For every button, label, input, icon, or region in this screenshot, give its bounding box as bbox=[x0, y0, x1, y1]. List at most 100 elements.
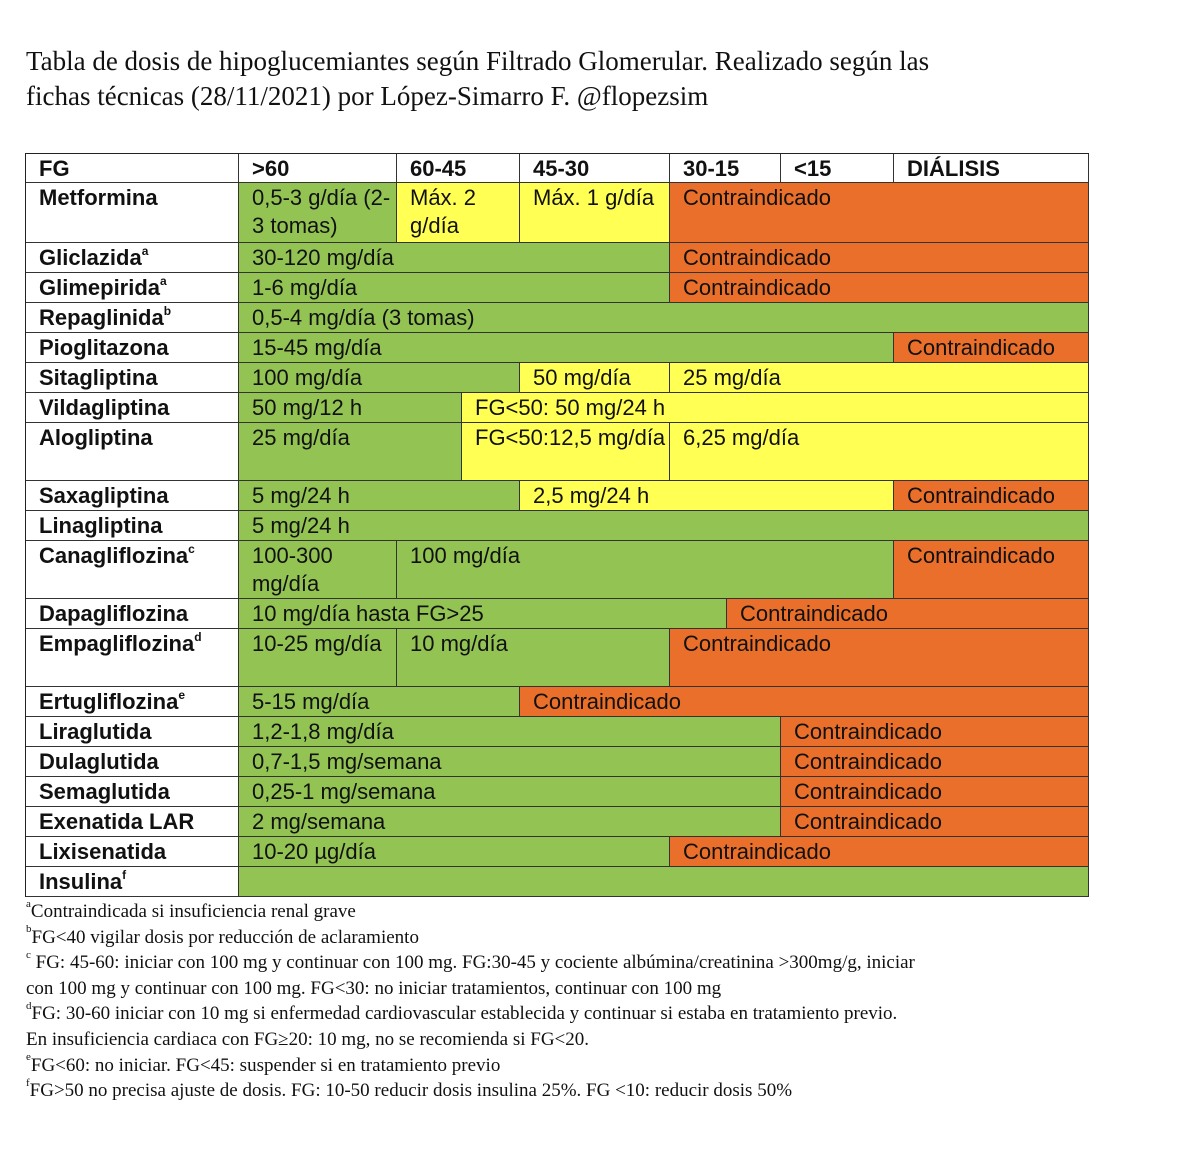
drug-name: Exenatida LAR bbox=[26, 807, 239, 837]
dose-cell: 6,25 mg/día bbox=[670, 423, 1089, 481]
dose-cell: Contraindicado bbox=[894, 541, 1089, 599]
drug-name-text: Vildagliptina bbox=[39, 395, 170, 420]
drug-name-text: Semaglutida bbox=[39, 779, 170, 804]
drug-name-text: Sitagliptina bbox=[39, 365, 158, 390]
footnote-marker: a bbox=[160, 273, 167, 288]
footnotes: aContraindicada si insuficiencia renal g… bbox=[26, 897, 1176, 1104]
dose-cell: Contraindicado bbox=[670, 837, 1089, 867]
footnote-line: En insuficiencia cardiaca con FG≥20: 10 … bbox=[26, 1027, 1176, 1053]
dose-cell: Contraindicado bbox=[520, 687, 1089, 717]
dose-cell: Contraindicado bbox=[670, 629, 1089, 687]
dose-cell: 2,5 mg/24 h bbox=[520, 481, 894, 511]
footnote-marker: b bbox=[26, 923, 32, 936]
footnote-line: bFG<40 vigilar dosis por reducción de ac… bbox=[26, 923, 1176, 951]
drug-name: Metformina bbox=[26, 183, 239, 243]
column-header: DIÁLISIS bbox=[894, 154, 1089, 183]
footnote-text: FG: 30-60 iniciar con 10 mg si enfermeda… bbox=[31, 1003, 898, 1025]
column-header: 60-45 bbox=[397, 154, 520, 183]
dose-cell: 0,5-3 g/día (2-3 tomas) bbox=[239, 183, 397, 243]
dose-cell: 25 mg/día bbox=[670, 363, 1089, 393]
footnote-text: FG<60: no iniciar. FG<45: suspender si e… bbox=[30, 1054, 501, 1076]
drug-name-text: Saxagliptina bbox=[39, 483, 169, 508]
dose-cell: 100 mg/día bbox=[397, 541, 894, 599]
drug-name: Empagliflozinad bbox=[26, 629, 239, 687]
drug-name: Dapagliflozina bbox=[26, 599, 239, 629]
drug-name-text: Glimepirida bbox=[39, 275, 161, 300]
dose-cell: 1,2-1,8 mg/día bbox=[239, 717, 781, 747]
dose-cell bbox=[239, 867, 1089, 897]
drug-name: Linagliptina bbox=[26, 511, 239, 541]
drug-name: Repaglinidab bbox=[26, 303, 239, 333]
drug-name: Liraglutida bbox=[26, 717, 239, 747]
dose-cell: Contraindicado bbox=[894, 481, 1089, 511]
dose-cell: 0,25-1 mg/semana bbox=[239, 777, 781, 807]
drug-name: Canagliflozinac bbox=[26, 541, 239, 599]
footnote-text: En insuficiencia cardiaca con FG≥20: 10 … bbox=[26, 1028, 590, 1050]
footnote-line: fFG>50 no precisa ajuste de dosis. FG: 1… bbox=[26, 1076, 1176, 1104]
dose-cell: Contraindicado bbox=[894, 333, 1089, 363]
title-line-1: Tabla de dosis de hipoglucemiantes según… bbox=[26, 46, 930, 76]
drug-name: Gliclazidaa bbox=[26, 243, 239, 273]
dose-cell: FG<50:12,5 mg/día bbox=[462, 423, 670, 481]
footnote-line: aContraindicada si insuficiencia renal g… bbox=[26, 897, 1176, 925]
column-header: FG bbox=[26, 154, 239, 183]
dose-cell: Contraindicado bbox=[670, 243, 1089, 273]
drug-name-text: Alogliptina bbox=[39, 425, 153, 450]
dose-cell: 2 mg/semana bbox=[239, 807, 781, 837]
dose-cell: 15-45 mg/día bbox=[239, 333, 894, 363]
drug-name-text: Empagliflozina bbox=[39, 631, 195, 656]
footnote-marker: a bbox=[26, 897, 31, 910]
drug-name: Alogliptina bbox=[26, 423, 239, 481]
dose-cell: Contraindicado bbox=[670, 183, 1089, 243]
dose-cell: 10-20 µg/día bbox=[239, 837, 670, 867]
drug-name: Sitagliptina bbox=[26, 363, 239, 393]
drug-name: Ertugliflozinae bbox=[26, 687, 239, 717]
drug-name-text: Pioglitazona bbox=[39, 335, 169, 360]
footnote-marker: f bbox=[122, 867, 127, 882]
dose-cell: Máx. 2 g/día bbox=[397, 183, 520, 243]
footnote-text: FG: 45-60: iniciar con 100 mg y continua… bbox=[30, 952, 915, 974]
drug-name-text: Exenatida LAR bbox=[39, 809, 195, 834]
footnote-marker: d bbox=[26, 1000, 32, 1013]
drug-name-text: Ertugliflozina bbox=[39, 689, 179, 714]
drug-name: Lixisenatida bbox=[26, 837, 239, 867]
drug-name-text: Insulina bbox=[39, 869, 123, 894]
dose-cell: 100 mg/día bbox=[239, 363, 520, 393]
footnote-text: Contraindicada si insuficiencia renal gr… bbox=[30, 901, 356, 922]
footnote-line: c FG: 45-60: iniciar con 100 mg y contin… bbox=[26, 948, 1176, 976]
footnote-marker: d bbox=[194, 629, 202, 644]
dose-cell: 50 mg/12 h bbox=[239, 393, 462, 423]
dose-cell: 10 mg/día hasta FG>25 bbox=[239, 599, 727, 629]
dose-cell: Contraindicado bbox=[727, 599, 1089, 629]
dose-cell: 30-120 mg/día bbox=[239, 243, 670, 273]
footnote-line: dFG: 30-60 iniciar con 10 mg si enfermed… bbox=[26, 1001, 1176, 1027]
footnote-marker: f bbox=[26, 1076, 30, 1089]
footnote-marker: a bbox=[141, 243, 149, 258]
footnote-marker: c bbox=[26, 948, 31, 961]
footnote-line: con 100 mg y continuar con 100 mg. FG<30… bbox=[26, 976, 1176, 1002]
dose-cell: Contraindicado bbox=[781, 807, 1089, 837]
footnote-marker: e bbox=[26, 1051, 31, 1064]
drug-name: Semaglutida bbox=[26, 777, 239, 807]
drug-name-text: Liraglutida bbox=[39, 719, 152, 744]
dose-cell: 0,5-4 mg/día (3 tomas) bbox=[239, 303, 1089, 333]
footnote-text: FG>50 no precisa ajuste de dosis. FG: 10… bbox=[29, 1080, 793, 1102]
dose-cell: Contraindicado bbox=[781, 747, 1089, 777]
dose-cell: 5 mg/24 h bbox=[239, 481, 520, 511]
title-line-2: fichas técnicas (28/11/2021) por López-S… bbox=[26, 81, 709, 111]
drug-name-text: Lixisenatida bbox=[39, 839, 167, 864]
footnote-line: eFG<60: no iniciar. FG<45: suspender si … bbox=[26, 1051, 1176, 1079]
dose-cell: 10 mg/día bbox=[397, 629, 670, 687]
dose-cell: 5-15 mg/día bbox=[239, 687, 520, 717]
dose-cell: FG<50: 50 mg/24 h bbox=[462, 393, 1089, 423]
drug-name-text: Linagliptina bbox=[39, 513, 163, 538]
drug-name-text: Metformina bbox=[39, 185, 158, 210]
dose-cell: 1-6 mg/día bbox=[239, 273, 670, 303]
drug-name-text: Canagliflozina bbox=[39, 543, 189, 568]
dose-cell: 10-25 mg/día bbox=[239, 629, 397, 687]
dose-cell: Contraindicado bbox=[781, 717, 1089, 747]
dose-cell: Contraindicado bbox=[781, 777, 1089, 807]
footnote-marker: c bbox=[188, 541, 195, 556]
dose-table: FG >60 60-45 45-30 30-15 <15 DIÁLISIS Metformin… bbox=[25, 153, 1089, 897]
dose-cell: 50 mg/día bbox=[520, 363, 670, 393]
